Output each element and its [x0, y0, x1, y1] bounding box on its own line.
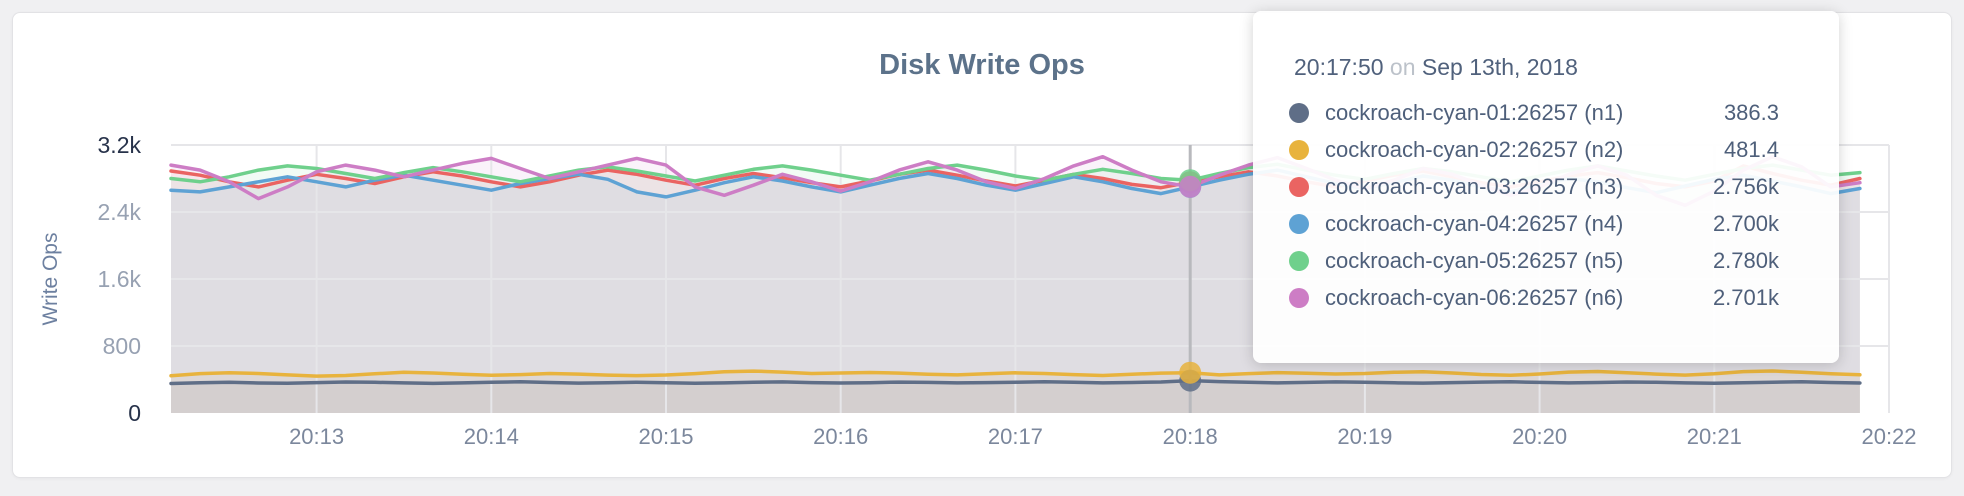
series-name: cockroach-cyan-03:26257 (n3) — [1325, 173, 1624, 199]
x-tick-label: 20:20 — [1512, 424, 1567, 449]
tooltip-series-row: cockroach-cyan-04:26257 (n4) 2.700k — [1253, 205, 1839, 242]
series-color-dot — [1289, 102, 1309, 123]
series-name: cockroach-cyan-06:26257 (n6) — [1325, 284, 1624, 310]
x-tick-label: 20:22 — [1861, 424, 1916, 449]
y-tick-label: 3.2k — [98, 132, 142, 158]
x-tick-label: 20:16 — [813, 424, 868, 449]
tooltip-series-row: cockroach-cyan-03:26257 (n3) 2.756k — [1253, 168, 1839, 205]
hover-dot-n2 — [1179, 361, 1202, 384]
chart-card: Disk Write Ops Write Ops 3.2k 2.4k 1.6k 800… — [12, 11, 1952, 478]
tooltip-timestamp: 20:17:50 on Sep 13th, 2018 — [1294, 52, 1839, 82]
x-tick-label: 20:18 — [1163, 424, 1218, 449]
hover-dot-n6 — [1179, 175, 1202, 198]
tooltip-series-row: cockroach-cyan-06:26257 (n6) 2.701k — [1253, 279, 1839, 316]
x-tick-label: 20:19 — [1337, 424, 1392, 449]
series-color-dot — [1289, 250, 1309, 271]
y-tick-label: 800 — [103, 333, 141, 359]
y-tick-label: 0 — [128, 400, 141, 426]
x-tick-label: 20:15 — [638, 424, 693, 449]
tooltip-series-row: cockroach-cyan-05:26257 (n5) 2.780k — [1253, 242, 1839, 279]
x-tick-label: 20:21 — [1687, 424, 1742, 449]
x-tick-label: 20:13 — [289, 424, 344, 449]
series-color-dot — [1289, 287, 1309, 308]
chart-title: Disk Write Ops — [879, 49, 1085, 81]
hover-tooltip: 20:17:50 on Sep 13th, 2018 cockroach-cya… — [1253, 11, 1839, 363]
series-value: 386.3 — [1723, 99, 1779, 125]
series-color-dot — [1289, 139, 1309, 160]
x-tick-label: 20:17 — [988, 424, 1043, 449]
series-name: cockroach-cyan-01:26257 (n1) — [1325, 99, 1624, 125]
series-value: 2.780k — [1712, 247, 1779, 273]
series-name: cockroach-cyan-04:26257 (n4) — [1325, 210, 1624, 236]
tooltip-on-label: on — [1389, 54, 1416, 80]
y-tick-label: 1.6k — [98, 266, 142, 292]
series-name: cockroach-cyan-05:26257 (n5) — [1325, 247, 1624, 273]
x-tick-label: 20:14 — [464, 424, 519, 449]
y-tick-label: 2.4k — [98, 199, 142, 225]
series-value: 2.700k — [1712, 210, 1779, 236]
tooltip-time: 20:17:50 — [1294, 54, 1384, 80]
series-value: 2.756k — [1712, 173, 1779, 199]
tooltip-date: Sep 13th, 2018 — [1421, 54, 1578, 80]
series-name: cockroach-cyan-02:26257 (n2) — [1325, 136, 1624, 162]
series-value: 2.701k — [1712, 284, 1779, 310]
tooltip-series-row: cockroach-cyan-01:26257 (n1) 386.3 — [1253, 94, 1839, 131]
series-value: 481.4 — [1723, 136, 1779, 162]
tooltip-series-row: cockroach-cyan-02:26257 (n2) 481.4 — [1253, 131, 1839, 168]
tooltip-rows: cockroach-cyan-01:26257 (n1) 386.3 cockroa… — [1253, 94, 1839, 316]
series-color-dot — [1289, 213, 1309, 234]
series-color-dot — [1289, 176, 1309, 197]
series-line-n2 — [169, 369, 1862, 378]
series-line-n1 — [169, 378, 1862, 386]
